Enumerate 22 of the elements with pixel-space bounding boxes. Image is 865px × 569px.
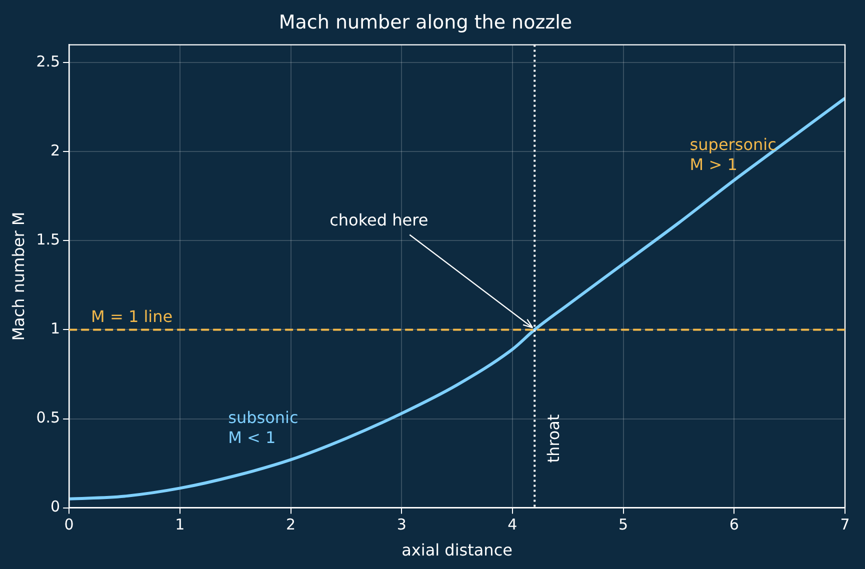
y-tick-label: 1.5 xyxy=(36,230,60,249)
annotation: subsonic M < 1 xyxy=(228,408,298,447)
y-tick-label: 2.5 xyxy=(36,52,60,70)
x-tick-label: 1 xyxy=(175,516,185,534)
annotation: choked here xyxy=(330,210,428,230)
ref-line-label: M = 1 line xyxy=(91,306,173,326)
y-tick-label: 0.5 xyxy=(36,408,60,427)
y-tick-label: 2 xyxy=(50,142,60,160)
x-tick-label: 0 xyxy=(64,516,74,534)
x-tick-label: 3 xyxy=(396,516,406,534)
annotation: supersonic M > 1 xyxy=(690,134,776,174)
y-axis-title: Mach number M xyxy=(8,212,28,341)
ref-line-label: throat xyxy=(544,414,563,463)
y-tick-label: 0 xyxy=(50,498,60,516)
chart-title: Mach number along the nozzle xyxy=(278,11,572,34)
x-axis-title: axial distance xyxy=(402,540,512,560)
x-tick-label: 5 xyxy=(618,516,628,534)
x-tick-label: 2 xyxy=(286,516,296,534)
x-tick-label: 6 xyxy=(729,516,739,534)
x-tick-label: 7 xyxy=(840,516,850,534)
x-tick-label: 4 xyxy=(508,516,518,534)
y-tick-label: 1 xyxy=(50,320,60,338)
